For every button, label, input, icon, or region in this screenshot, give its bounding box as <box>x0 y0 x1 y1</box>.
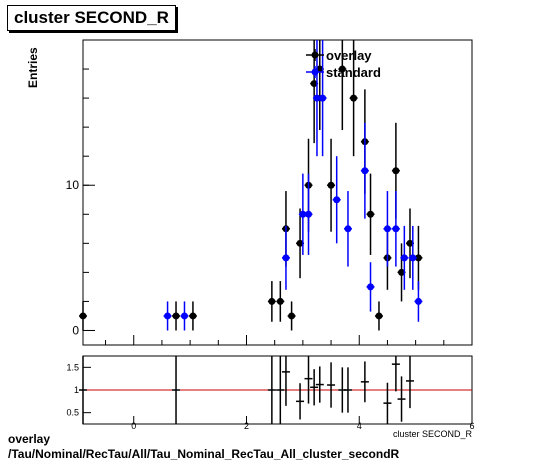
y-tick-label: 10 <box>66 178 80 192</box>
footer-path-label: /Tau/Nominal/RecTau/All/Tau_Nominal_RecT… <box>8 447 400 461</box>
legend-label: standard <box>326 65 381 80</box>
data-point <box>189 312 197 320</box>
data-point <box>398 268 406 276</box>
data-point <box>313 94 321 102</box>
data-point <box>344 225 352 233</box>
data-point <box>268 297 276 305</box>
data-point <box>319 94 327 102</box>
ratio-y-tick-label: 1.5 <box>66 362 79 372</box>
y-tick-label: 0 <box>72 323 79 337</box>
legend: overlay standard <box>306 48 381 80</box>
ratio-y-tick-label: 1 <box>74 385 79 395</box>
data-point <box>310 80 318 88</box>
data-point <box>180 312 188 320</box>
ratio-x-tick-label: 6 <box>469 421 474 431</box>
main-plot-area: 0 10 Entries overlay standard <box>26 39 473 346</box>
data-point <box>327 181 335 189</box>
data-point <box>296 239 304 247</box>
data-point <box>400 254 408 262</box>
legend-label: overlay <box>326 48 372 63</box>
data-point <box>305 210 313 218</box>
data-point <box>409 254 417 262</box>
ratio-y-tick-label: 0.5 <box>66 408 79 418</box>
data-point <box>361 167 369 175</box>
data-point <box>299 210 307 218</box>
x-axis-label: cluster SECOND_R <box>393 429 473 439</box>
data-point <box>367 283 375 291</box>
footer-overlay-label: overlay <box>8 432 51 446</box>
ratio-x-tick-label: 4 <box>357 421 362 431</box>
series-standard <box>163 40 423 331</box>
data-point <box>338 65 346 73</box>
data-point <box>276 297 284 305</box>
ratio-x-tick-label: 0 <box>131 421 136 431</box>
data-point <box>406 239 414 247</box>
data-point <box>392 225 400 233</box>
legend-marker <box>311 51 319 59</box>
data-point <box>414 254 422 262</box>
ratio-x-tick-label: 2 <box>244 421 249 431</box>
chart-title: cluster SECOND_R <box>7 5 176 31</box>
data-point <box>367 210 375 218</box>
data-point <box>79 312 87 320</box>
data-point <box>172 312 180 320</box>
y-axis-label: Entries <box>26 47 40 88</box>
data-point <box>392 167 400 175</box>
data-point <box>333 196 341 204</box>
legend-marker <box>311 68 319 76</box>
data-point <box>282 254 290 262</box>
main-plot-frame <box>82 39 473 346</box>
data-point <box>375 312 383 320</box>
data-point <box>288 312 296 320</box>
data-point <box>164 312 172 320</box>
data-point <box>414 297 422 305</box>
data-point <box>350 94 358 102</box>
data-point <box>383 225 391 233</box>
